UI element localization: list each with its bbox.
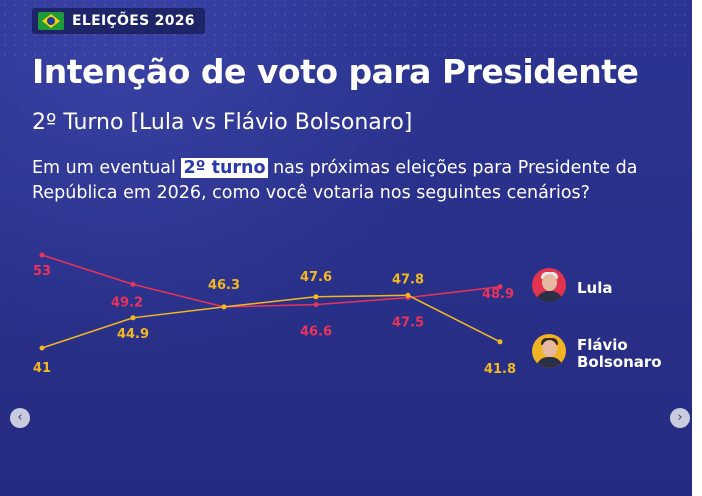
- lula-avatar-icon: [532, 268, 566, 302]
- brazil-flag-icon: [38, 12, 64, 30]
- data-label-1-3: 47.6: [300, 270, 332, 285]
- legend-flavio-label: Flávio Bolsonaro: [577, 337, 662, 371]
- question-text-before: Em um eventual: [32, 158, 182, 178]
- series-1-point-1: [130, 315, 136, 321]
- data-label-0-3: 46.6: [300, 325, 332, 340]
- page-title: Intenção de voto para Presidente: [32, 52, 639, 91]
- question-text-after: nas próximas eleições para Presidente da…: [32, 158, 638, 203]
- chevron-right-icon[interactable]: ›: [670, 408, 690, 428]
- data-label-0-0: 53: [33, 264, 51, 279]
- page-subtitle: 2º Turno [Lula vs Flávio Bolsonaro]: [32, 110, 413, 135]
- series-line-1: [41, 294, 501, 349]
- series-1-point-4: [405, 292, 411, 298]
- series-line-0: [41, 254, 501, 308]
- series-0-point-1: [130, 281, 136, 287]
- election-tag-label: ELEIÇÕES 2026: [72, 13, 195, 29]
- legend-lula-label: Lula: [577, 279, 613, 297]
- series-1-point-5: [497, 339, 503, 345]
- question-highlight: 2º turno: [181, 158, 268, 178]
- survey-question: Em um eventual 2º turno nas próximas ele…: [32, 156, 672, 206]
- data-label-1-2: 46.3: [208, 278, 240, 293]
- election-tag: ELEIÇÕES 2026: [32, 8, 205, 34]
- data-label-1-5: 41.8: [484, 362, 516, 377]
- chevron-left-icon[interactable]: ‹: [10, 408, 30, 428]
- series-1-point-2: [221, 304, 227, 310]
- data-label-1-1: 44.9: [117, 327, 149, 342]
- series-1-point-3: [313, 294, 319, 300]
- series-0-point-5: [497, 284, 503, 290]
- legend-flavio-line1: Flávio: [577, 336, 628, 354]
- data-label-0-4: 47.5: [392, 316, 424, 331]
- data-label-1-0: 41: [33, 361, 51, 376]
- flavio-avatar-icon: [532, 334, 566, 368]
- data-label-0-1: 49.2: [111, 295, 143, 310]
- series-1-point-0: [39, 345, 45, 351]
- data-label-0-5: 48.9: [482, 287, 514, 302]
- series-0-point-3: [313, 302, 319, 308]
- data-label-1-4: 47.8: [392, 272, 424, 287]
- series-0-point-0: [39, 252, 45, 258]
- legend-flavio-line2: Bolsonaro: [577, 353, 662, 371]
